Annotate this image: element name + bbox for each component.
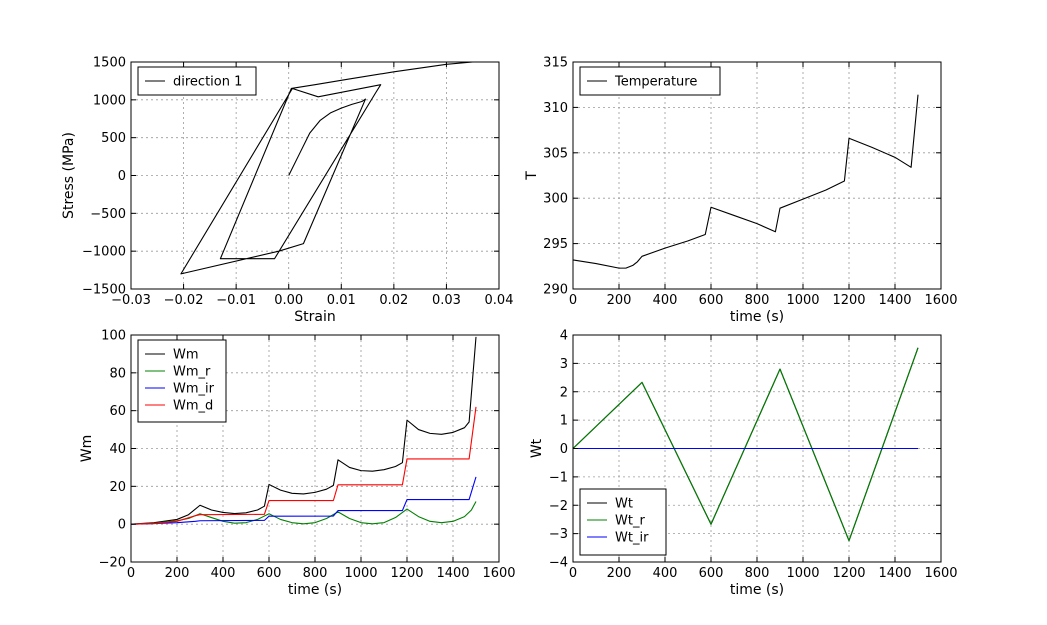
x-tick-label: 0.03 bbox=[432, 293, 461, 308]
y-tick-label: −1500 bbox=[82, 283, 126, 298]
x-tick-label: 400 bbox=[211, 566, 236, 581]
x-axis-label: Strain bbox=[294, 309, 335, 325]
series-wt-r-line bbox=[572, 347, 919, 542]
x-axis-label: time (s) bbox=[730, 582, 784, 598]
x-tick-label: 800 bbox=[745, 293, 770, 308]
y-tick-label: 4 bbox=[560, 329, 568, 344]
y-tick-label: −1000 bbox=[82, 245, 126, 260]
y-tick-label: 1 bbox=[560, 414, 568, 429]
legend-label: direction 1 bbox=[173, 75, 242, 90]
x-tick-label: 600 bbox=[699, 293, 724, 308]
x-tick-label: 400 bbox=[653, 293, 678, 308]
legend-label: Temperature bbox=[614, 75, 697, 90]
x-tick-label: 0.02 bbox=[379, 293, 408, 308]
y-tick-label: 0 bbox=[118, 169, 126, 184]
x-tick-label: 200 bbox=[165, 566, 190, 581]
x-tick-label: 1400 bbox=[436, 566, 469, 581]
legend: direction 1 bbox=[137, 66, 257, 96]
x-tick-label: 0 bbox=[127, 566, 135, 581]
x-tick-label: 1000 bbox=[786, 293, 819, 308]
x-tick-label: 600 bbox=[257, 566, 282, 581]
legend-label: Wt_r bbox=[615, 514, 645, 529]
stress-panel: −0.03 −0.02 −0.01 0.00 0.01 0.02 0.03 0.04 −1500… bbox=[61, 56, 513, 326]
y-tick-label: 300 bbox=[543, 192, 568, 207]
x-tick-label: 0 bbox=[569, 293, 577, 308]
y-axis-label: Stress (MPa) bbox=[61, 132, 77, 219]
x-tick-label: 1000 bbox=[344, 566, 377, 581]
x-tick-label: 1600 bbox=[924, 293, 957, 308]
legend-label: Wt_ir bbox=[615, 531, 649, 546]
wm-panel: 0 200 400 600 800 1000 1200 1400 1600−2002040608… bbox=[79, 329, 516, 599]
y-tick-label: 40 bbox=[109, 442, 126, 457]
x-tick-label: 1000 bbox=[786, 566, 819, 581]
series-wm-r-line bbox=[130, 501, 477, 525]
x-tick-label: 1200 bbox=[832, 293, 865, 308]
y-tick-label: 0 bbox=[118, 518, 126, 533]
series-temperature-line bbox=[572, 94, 919, 269]
temperature-panel: 0 200 400 600 800 1000 1200 1400 1600 290 295 300 30… bbox=[524, 56, 958, 326]
x-tick-label: 0.01 bbox=[327, 293, 356, 308]
x-tick-label: 200 bbox=[607, 293, 632, 308]
y-tick-label: 100 bbox=[101, 329, 126, 344]
x-tick-label: 0.04 bbox=[485, 293, 514, 308]
legend: Wt Wt_r Wt_ir bbox=[579, 488, 667, 556]
legend-label: Wt bbox=[615, 497, 633, 512]
x-tick-label: 1200 bbox=[390, 566, 423, 581]
legend-label: Wm_d bbox=[173, 399, 213, 414]
x-tick-label: 1400 bbox=[878, 293, 911, 308]
y-tick-label: −2 bbox=[549, 499, 568, 514]
y-tick-label: −500 bbox=[90, 207, 126, 222]
y-tick-label: 500 bbox=[101, 131, 126, 146]
series-wm-ir-line bbox=[130, 476, 477, 525]
y-tick-label: 315 bbox=[543, 56, 568, 71]
y-tick-label: 295 bbox=[543, 237, 568, 252]
y-tick-label: −3 bbox=[549, 527, 568, 542]
series-wm-d-line bbox=[130, 406, 477, 525]
x-axis-label: time (s) bbox=[730, 309, 784, 325]
x-tick-label: 400 bbox=[653, 566, 678, 581]
legend-label: Wm_ir bbox=[173, 382, 215, 397]
legend-label: Wm bbox=[173, 348, 199, 363]
x-tick-label: 800 bbox=[303, 566, 328, 581]
x-tick-label: 0.00 bbox=[274, 293, 303, 308]
x-tick-label: −0.01 bbox=[216, 293, 256, 308]
x-tick-label: 800 bbox=[745, 566, 770, 581]
x-tick-label: −0.02 bbox=[164, 293, 204, 308]
legend-label: Wm_r bbox=[173, 365, 211, 380]
y-tick-label: −20 bbox=[99, 556, 126, 571]
x-tick-label: 1200 bbox=[832, 566, 865, 581]
legend: Temperature bbox=[579, 66, 721, 96]
x-tick-label: −0.03 bbox=[111, 293, 151, 308]
wt-panel: 0 200 400 600 800 1000 1200 1400 1600 −4 −3 −2 −1 0 1 2… bbox=[529, 329, 958, 599]
x-tick-label: 200 bbox=[607, 566, 632, 581]
x-tick-label: 0 bbox=[569, 566, 577, 581]
y-tick-label: 80 bbox=[109, 366, 126, 381]
x-tick-label: 600 bbox=[699, 566, 724, 581]
y-axis-label: Wt bbox=[529, 438, 545, 458]
legend-box bbox=[579, 488, 667, 556]
y-tick-label: 60 bbox=[109, 404, 126, 419]
plot-frame bbox=[572, 61, 942, 290]
y-tick-label: 2 bbox=[560, 385, 568, 400]
y-axis-label: Wm bbox=[79, 435, 95, 462]
legend: Wm Wm_r Wm_ir Wm_d bbox=[137, 339, 227, 423]
y-tick-label: 1000 bbox=[93, 93, 126, 108]
y-axis-label: T bbox=[524, 171, 540, 181]
y-tick-label: −4 bbox=[549, 556, 568, 571]
series-direction-1-line bbox=[180, 61, 473, 275]
x-tick-label: 1600 bbox=[924, 566, 957, 581]
y-tick-label: 1500 bbox=[93, 56, 126, 71]
y-tick-label: 290 bbox=[543, 283, 568, 298]
series-wm-line bbox=[130, 336, 477, 525]
y-tick-label: 20 bbox=[109, 480, 126, 495]
x-tick-label: 1600 bbox=[482, 566, 515, 581]
x-tick-label: 1400 bbox=[878, 566, 911, 581]
x-axis-label: time (s) bbox=[288, 582, 342, 598]
y-tick-label: 305 bbox=[543, 146, 568, 161]
y-tick-label: 310 bbox=[543, 101, 568, 116]
y-tick-label: −1 bbox=[549, 470, 568, 485]
y-tick-label: 3 bbox=[560, 357, 568, 372]
y-tick-label: 0 bbox=[560, 442, 568, 457]
